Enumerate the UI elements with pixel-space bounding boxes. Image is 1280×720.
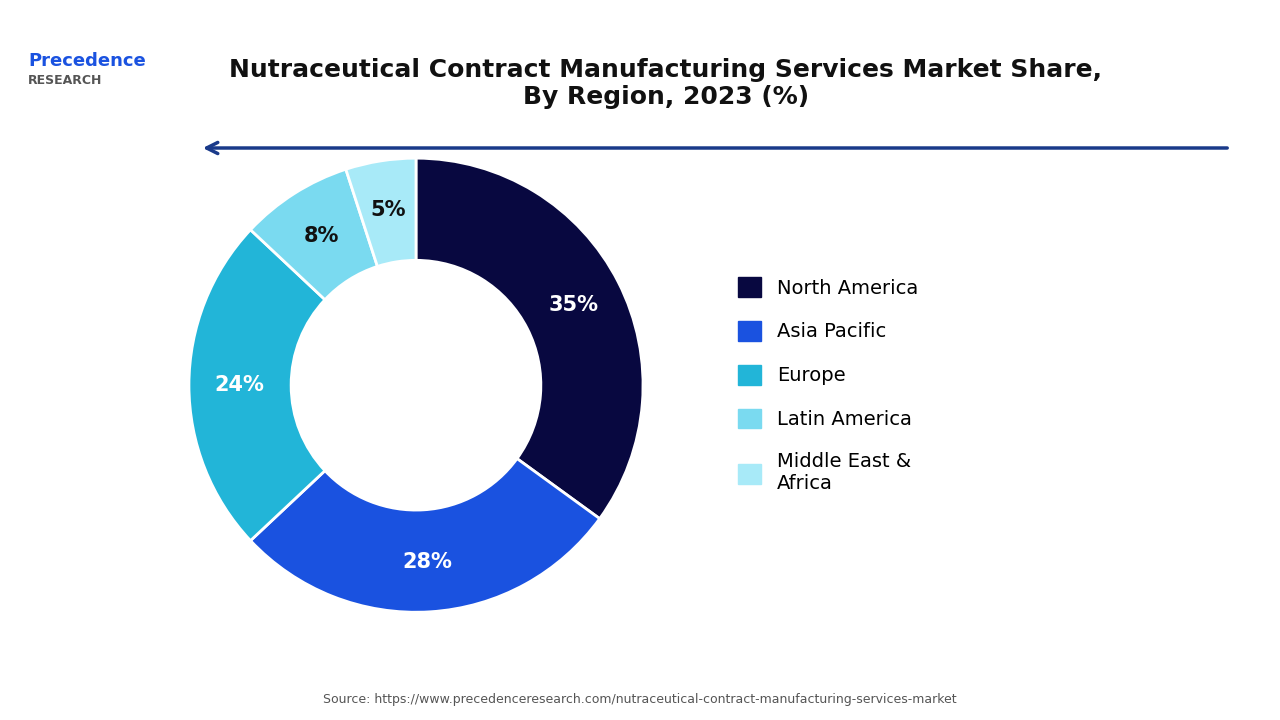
Text: 5%: 5% [370,200,406,220]
Text: 8%: 8% [303,225,339,246]
Wedge shape [251,169,378,300]
Text: 24%: 24% [214,375,264,395]
Text: Source: https://www.precedenceresearch.com/nutraceutical-contract-manufacturing-: Source: https://www.precedenceresearch.c… [323,693,957,706]
Text: 35%: 35% [549,294,599,315]
Wedge shape [416,158,643,518]
Wedge shape [251,459,599,612]
Wedge shape [189,230,325,541]
Text: Nutraceutical Contract Manufacturing Services Market Share,
By Region, 2023 (%): Nutraceutical Contract Manufacturing Ser… [229,58,1102,109]
Text: 28%: 28% [402,552,452,572]
Text: Precedence: Precedence [28,52,146,70]
Legend: North America, Asia Pacific, Europe, Latin America, Middle East &
Africa: North America, Asia Pacific, Europe, Lat… [737,277,918,493]
Text: RESEARCH: RESEARCH [28,74,102,87]
Wedge shape [346,158,416,266]
